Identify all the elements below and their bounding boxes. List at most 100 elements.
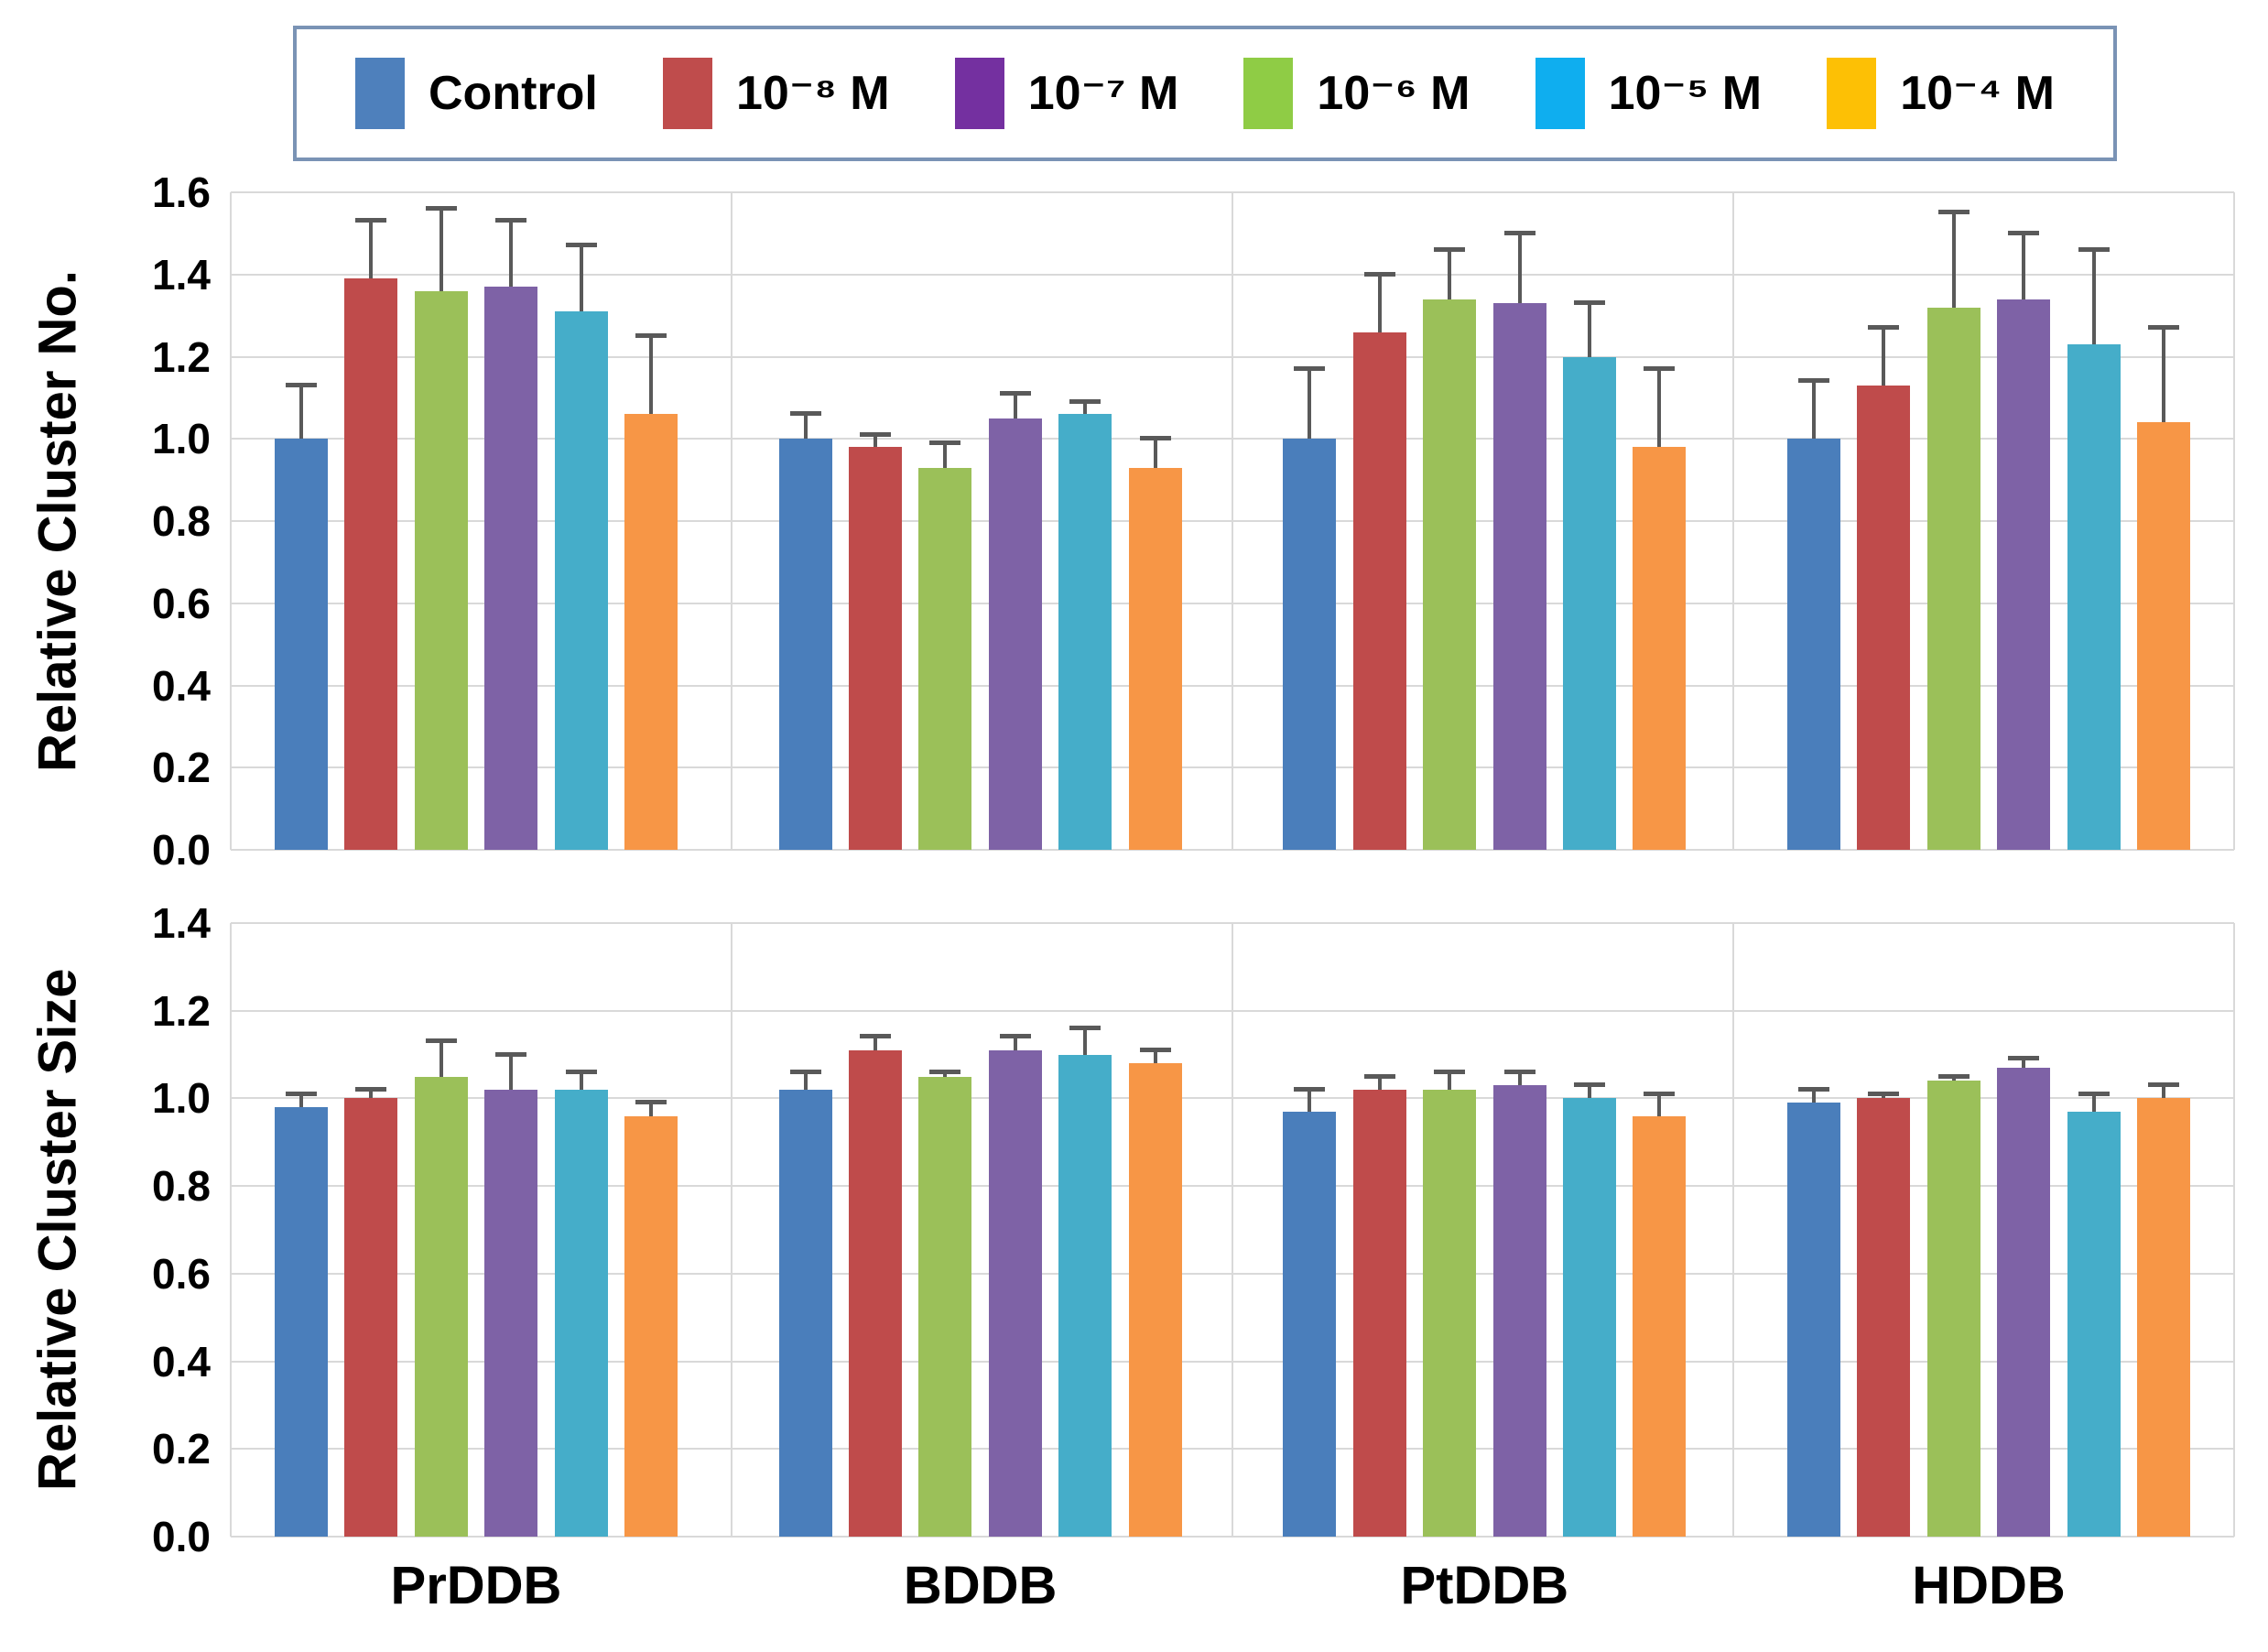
error-bar-stem — [2022, 233, 2026, 299]
error-bar-stem — [1657, 368, 1662, 448]
error-bar-stem — [2162, 328, 2165, 423]
y-tick-label: 0.8 — [152, 497, 211, 545]
bar-slot — [1926, 192, 1980, 850]
bar-slot — [1352, 923, 1406, 1537]
error-bar-cap — [860, 431, 892, 437]
bar-slot — [1128, 192, 1182, 850]
bar-Control-BDDB — [778, 1089, 832, 1537]
error-bar-cap — [1868, 325, 1900, 331]
bar-10⁻⁸ M-PtDDB — [1352, 331, 1406, 850]
bar-10⁻⁶ M-PrDDB — [414, 290, 468, 850]
error-bar-stem — [1153, 1049, 1157, 1064]
error-bar-cap — [1503, 230, 1536, 235]
error-bar-stem — [1882, 328, 1886, 386]
error-bar-cap — [1644, 365, 1676, 371]
error-bar-cap — [1434, 246, 1466, 252]
error-bar-stem — [943, 442, 948, 468]
y-tick-label: 1.6 — [152, 168, 211, 216]
error-bar-stem — [299, 385, 303, 440]
bar-slot — [414, 923, 468, 1537]
y-tick-label: 1.0 — [152, 1074, 211, 1123]
x-category-label-PrDDB: PrDDB — [390, 1556, 562, 1615]
error-bar-stem — [649, 1103, 653, 1116]
error-bar-cap — [635, 333, 667, 339]
error-bar-cap — [1294, 1086, 1326, 1092]
bar-group-PrDDB — [275, 192, 678, 850]
error-bar-cap — [789, 1069, 821, 1074]
bar-slot — [1562, 192, 1616, 850]
error-bar-stem — [1517, 233, 1522, 304]
error-bar-stem — [1083, 401, 1088, 415]
y-tick-label: 0.6 — [152, 1249, 211, 1298]
gridline-vertical — [2233, 923, 2235, 1537]
x-category-label-PtDDB: PtDDB — [1400, 1556, 1569, 1615]
bar-10⁻⁷ M-HDDB — [1997, 299, 2051, 850]
error-bar-cap — [1503, 1069, 1536, 1074]
bar-10⁻⁵ M-PtDDB — [1562, 356, 1616, 850]
bar-slot — [344, 923, 398, 1537]
bar-group-BDDB — [778, 192, 1182, 850]
plot-area-cluster-size: 1.4 1.2 1.0 0.8 0.6 0.4 0.2 0.0 — [152, 899, 2235, 1560]
bar-slot — [414, 192, 468, 850]
bar-slot — [624, 923, 678, 1537]
bar-group-PrDDB — [275, 923, 678, 1537]
error-bar-stem — [509, 221, 514, 288]
error-bar-cap — [2008, 1056, 2040, 1061]
error-bar-cap — [2008, 230, 2040, 235]
legend-item-5: 10⁻⁵ M — [1535, 58, 1762, 129]
bar-slot — [1128, 923, 1182, 1537]
y-tick-label: 1.0 — [152, 415, 211, 463]
error-bar-cap — [355, 218, 387, 223]
bar-10⁻⁶ M-PtDDB — [1423, 299, 1477, 850]
gridline-vertical — [731, 192, 732, 850]
error-bar-cap — [425, 205, 457, 211]
error-bar-stem — [2091, 1093, 2096, 1112]
bar-slot — [275, 192, 328, 850]
error-bar-stem — [649, 336, 653, 415]
error-bar-cap — [495, 1051, 527, 1057]
legend-item-1: Control — [355, 58, 598, 129]
bar-slot — [1058, 192, 1112, 850]
error-bar-stem — [1951, 1076, 1956, 1081]
y-tick-label: 1.2 — [152, 986, 211, 1035]
error-bar-stem — [1448, 1071, 1452, 1090]
bar-10⁻⁷ M-PrDDB — [484, 1089, 538, 1537]
bar-10⁻⁴ M-PtDDB — [1633, 447, 1687, 850]
error-bar-cap — [1798, 378, 1829, 384]
bar-slot — [1492, 192, 1546, 850]
bar-slot — [344, 192, 398, 850]
bar-slot — [1633, 192, 1687, 850]
bar-Control-PrDDB — [275, 1107, 328, 1537]
legend-item-2: 10⁻⁸ M — [662, 58, 890, 129]
error-bar-cap — [1573, 1082, 1605, 1088]
legend-item-6: 10⁻⁴ M — [1827, 58, 2055, 129]
legend: Control 10⁻⁸ M 10⁻⁷ M 10⁻⁶ M 10⁻⁵ M 10⁻⁴ M — [293, 26, 2117, 161]
error-bar-stem — [369, 1089, 374, 1099]
error-bar-stem — [943, 1071, 948, 1077]
plot-area-cluster-no: 1.6 1.4 1.2 1.0 0.8 0.6 0.4 0.2 0.0 — [152, 168, 2235, 874]
legend-label: 10⁻⁷ M — [1027, 67, 1179, 120]
bar-10⁻⁵ M-HDDB — [2067, 344, 2121, 850]
bar-slot — [988, 192, 1042, 850]
bar-slot — [1562, 923, 1616, 1537]
error-bar-stem — [1083, 1027, 1088, 1055]
error-bar-cap — [355, 1086, 387, 1092]
bar-10⁻⁷ M-PtDDB — [1492, 303, 1546, 850]
legend-swatch — [355, 58, 405, 129]
gridline-vertical — [1232, 923, 1233, 1537]
bar-Control-PtDDB — [1283, 1111, 1337, 1537]
y-tick-label: 1.4 — [152, 899, 211, 947]
error-bar-stem — [439, 208, 443, 291]
bar-slot — [624, 192, 678, 850]
bar-10⁻⁷ M-PrDDB — [484, 287, 538, 850]
x-category-label-BDDB: BDDB — [903, 1556, 1058, 1615]
gridline-vertical — [230, 192, 232, 850]
bar-slot — [1926, 923, 1980, 1537]
bar-10⁻⁸ M-HDDB — [1857, 1098, 1911, 1537]
bar-slot — [2137, 192, 2190, 850]
bar-group-BDDB — [778, 923, 1182, 1537]
gridline-vertical — [230, 923, 232, 1537]
bar-slot — [2067, 923, 2121, 1537]
y-tick-label: 0.4 — [152, 1337, 211, 1386]
bar-10⁻⁵ M-PrDDB — [554, 311, 608, 850]
